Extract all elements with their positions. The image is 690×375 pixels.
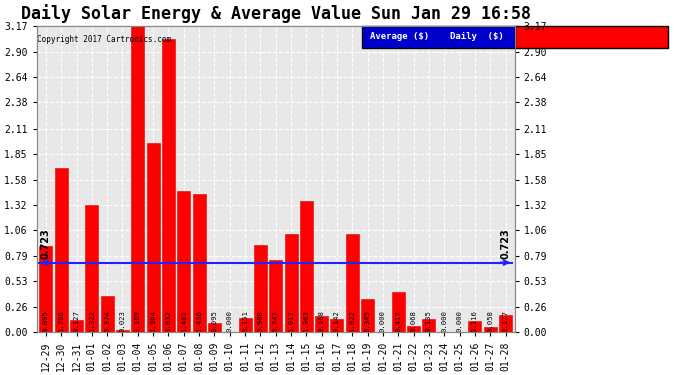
Text: 0.895: 0.895 xyxy=(43,310,49,332)
Bar xyxy=(131,26,144,332)
Text: 0.135: 0.135 xyxy=(426,310,432,332)
Text: 1.964: 1.964 xyxy=(150,310,156,332)
Text: 0.000: 0.000 xyxy=(227,310,233,332)
Bar xyxy=(116,330,129,332)
Bar xyxy=(162,39,175,332)
Bar xyxy=(331,319,344,332)
Text: 0.374: 0.374 xyxy=(104,310,110,332)
Text: 0.417: 0.417 xyxy=(395,310,402,332)
Text: 0.168: 0.168 xyxy=(319,310,325,332)
Text: 0.127: 0.127 xyxy=(74,310,79,332)
Bar xyxy=(70,320,83,332)
Bar xyxy=(284,234,297,332)
Text: 0.723: 0.723 xyxy=(41,228,51,259)
Text: 0.000: 0.000 xyxy=(441,310,447,332)
Text: 0.000: 0.000 xyxy=(380,310,386,332)
Text: 0.723: 0.723 xyxy=(500,228,511,259)
Bar xyxy=(239,318,252,332)
Text: 1.363: 1.363 xyxy=(304,310,309,332)
Text: 1.022: 1.022 xyxy=(349,310,355,332)
Bar xyxy=(361,299,374,332)
Bar xyxy=(208,323,221,332)
Text: 1.706: 1.706 xyxy=(58,310,64,332)
Bar xyxy=(407,326,420,332)
Text: 1.017: 1.017 xyxy=(288,310,294,332)
Bar xyxy=(346,234,359,332)
Text: 0.095: 0.095 xyxy=(211,310,217,332)
Text: 0.908: 0.908 xyxy=(257,310,264,332)
Bar xyxy=(86,205,99,332)
Title: Daily Solar Energy & Average Value Sun Jan 29 16:58: Daily Solar Energy & Average Value Sun J… xyxy=(21,4,531,23)
Bar xyxy=(499,315,512,332)
Text: 1.461: 1.461 xyxy=(181,310,187,332)
Bar xyxy=(315,316,328,332)
Text: 0.747: 0.747 xyxy=(273,310,279,332)
Bar xyxy=(254,244,267,332)
Text: 0.116: 0.116 xyxy=(472,310,478,332)
Bar xyxy=(101,296,114,332)
Text: 3.169: 3.169 xyxy=(135,310,141,332)
Text: 0.058: 0.058 xyxy=(487,310,493,332)
Text: 1.436: 1.436 xyxy=(196,310,202,332)
Text: 3.032: 3.032 xyxy=(166,310,171,332)
Text: 0.142: 0.142 xyxy=(334,310,340,332)
Bar xyxy=(146,142,159,332)
Text: 0.068: 0.068 xyxy=(411,310,417,332)
Bar xyxy=(39,246,52,332)
Text: 0.023: 0.023 xyxy=(119,310,126,332)
Bar xyxy=(422,320,435,332)
Bar xyxy=(177,191,190,332)
Text: 1.322: 1.322 xyxy=(89,310,95,332)
Bar xyxy=(300,201,313,332)
Text: Copyright 2017 Cartronics.com: Copyright 2017 Cartronics.com xyxy=(37,35,172,44)
Bar xyxy=(469,321,482,332)
Bar xyxy=(484,327,497,332)
Bar xyxy=(269,260,282,332)
Bar xyxy=(392,292,405,332)
Bar xyxy=(55,168,68,332)
Text: 0.000: 0.000 xyxy=(457,310,462,332)
Bar xyxy=(193,194,206,332)
Text: 0.151: 0.151 xyxy=(242,310,248,332)
Text: 0.177: 0.177 xyxy=(502,310,509,332)
Text: 0.345: 0.345 xyxy=(364,310,371,332)
